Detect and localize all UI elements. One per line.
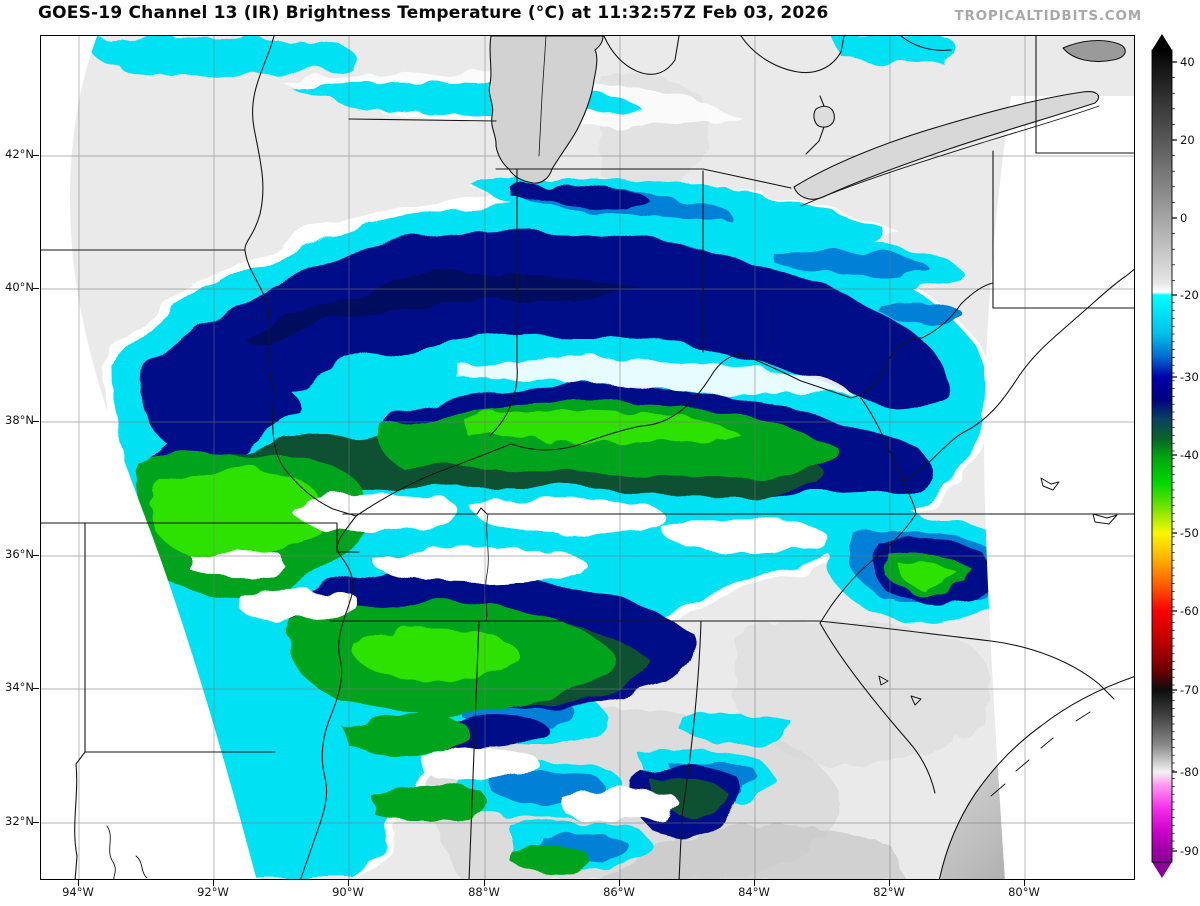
colorbar-tick-label: -50	[1180, 526, 1199, 540]
lon-tick-label: 86°W	[603, 885, 635, 899]
lat-tick-mark	[33, 687, 39, 689]
satellite-map	[40, 35, 1135, 880]
lake-ontario	[1062, 39, 1126, 63]
ohio-river	[355, 282, 994, 517]
colorbar-tick-label: -40	[1180, 448, 1199, 462]
atlantic-coast	[938, 676, 1134, 879]
colorbar-tick-label: 20	[1180, 133, 1195, 147]
lon-tick-label: 92°W	[197, 885, 229, 899]
site-watermark: TROPICALTIDBITS.COM	[954, 8, 1142, 24]
state-borders	[41, 36, 1134, 879]
colorbar-tick-label: -30	[1180, 370, 1199, 384]
lat-tick-label: 36°N	[5, 547, 34, 561]
satellite-imagery	[41, 36, 1134, 879]
no-data-wedges	[41, 36, 1134, 879]
colorbar-tick-label: -70	[1180, 683, 1199, 697]
page-title: GOES-19 Channel 13 (IR) Brightness Tempe…	[38, 3, 829, 23]
colorbar-tick-label: -20	[1180, 288, 1199, 302]
lat-tick-label: 32°N	[5, 814, 34, 828]
lake-erie	[793, 91, 1100, 200]
lon-tick-label: 84°W	[738, 885, 770, 899]
colorbar-tick-label: -80	[1180, 765, 1199, 779]
lon-tick-mark	[212, 880, 214, 886]
lat-tick-label: 34°N	[5, 680, 34, 694]
mississippi-river	[244, 36, 357, 517]
lon-tick-label: 82°W	[873, 885, 905, 899]
temperature-colorbar: 40 20 0 -20 -30 -40 -50 -60 -70 -80 -90	[1151, 34, 1199, 878]
colorbar-tick-label: 40	[1180, 55, 1195, 69]
colorbar-tick-label: -60	[1180, 604, 1199, 618]
lat-tick-mark	[33, 821, 39, 823]
lon-tick-mark	[888, 880, 890, 886]
lake-st-clair	[813, 105, 835, 128]
lon-tick-mark	[347, 880, 349, 886]
lat-tick-mark	[33, 554, 39, 556]
lon-tick-mark	[483, 880, 485, 886]
lat-tick-label: 42°N	[5, 147, 34, 161]
colorbar-tick-label: -90	[1180, 844, 1199, 858]
lon-tick-mark	[1023, 880, 1025, 886]
colorbar-labels: 40 20 0 -20 -30 -40 -50 -60 -70 -80 -90	[1180, 55, 1199, 858]
lat-tick-mark	[33, 420, 39, 422]
lon-tick-label: 88°W	[468, 885, 500, 899]
lon-tick-mark	[77, 880, 79, 886]
lon-tick-label: 90°W	[332, 885, 364, 899]
colorbar-gradient	[1151, 49, 1173, 863]
cloud-layer-bright-green	[152, 409, 959, 681]
lon-tick-mark	[753, 880, 755, 886]
lon-tick-mark	[618, 880, 620, 886]
colorbar-ticks	[1172, 61, 1177, 852]
lon-tick-label: 80°W	[1008, 885, 1040, 899]
gridlines	[41, 36, 1134, 879]
colorbar-bottom-arrow	[1152, 862, 1172, 878]
lat-tick-mark	[33, 287, 39, 289]
lat-tick-label: 40°N	[5, 280, 34, 294]
colorbar-top-arrow	[1152, 34, 1172, 50]
lat-tick-mark	[33, 154, 39, 156]
lat-tick-label: 38°N	[5, 413, 34, 427]
lake-michigan	[488, 36, 604, 184]
colorbar-tick-label: 0	[1180, 211, 1187, 225]
lon-tick-label: 94°W	[62, 885, 94, 899]
